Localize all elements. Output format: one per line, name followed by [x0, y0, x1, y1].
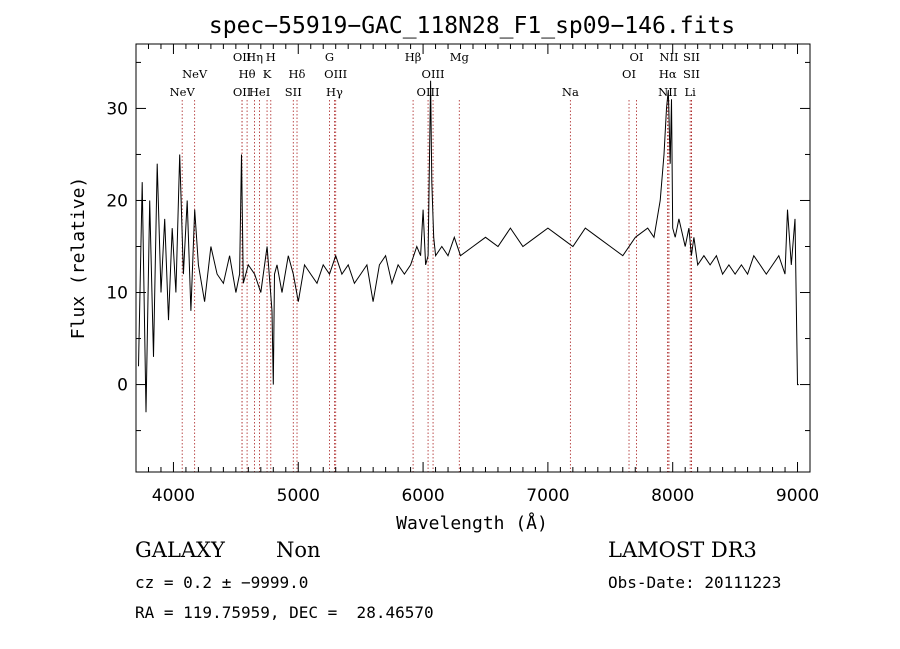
x-axis-label: Wavelength (Å)	[396, 512, 548, 534]
marker-label-4: Hη	[246, 50, 263, 64]
x-tick-label: 4000	[152, 486, 195, 506]
x-tick-label: 7000	[526, 486, 569, 506]
redshift-cz: cz = 0.2 ± −9999.0	[135, 573, 309, 592]
marker-label-26: Li	[685, 85, 697, 99]
marker-label-5: Hθ	[239, 67, 256, 81]
marker-label-0: NeV	[170, 85, 196, 99]
marker-label-9: Hδ	[289, 67, 306, 81]
marker-label-11: G	[325, 50, 334, 64]
marker-label-19: OI	[630, 50, 644, 64]
y-tick-label: 10	[106, 284, 128, 304]
x-axis-ticks: 4000 5000 6000 7000 8000 9000	[147, 44, 819, 506]
y-tick-label: 0	[117, 376, 128, 396]
spectrum-plot	[138, 80, 799, 413]
marker-label-15: OIII	[422, 67, 445, 81]
y-axis-label: Flux (relative)	[68, 177, 89, 340]
marker-label-16: OIII	[417, 85, 440, 99]
marker-label-6: HeI	[249, 85, 270, 99]
marker-label-21: NII	[659, 50, 678, 64]
marker-label-18: Na	[562, 85, 579, 99]
plot-frame	[135, 43, 811, 473]
obs-date: Obs-Date: 20111223	[608, 573, 782, 592]
object-subclass: Non	[276, 538, 321, 562]
marker-label-20: OI	[622, 67, 636, 81]
x-tick-label: 6000	[401, 486, 444, 506]
marker-label-1: NeV	[182, 67, 208, 81]
marker-label-2: OII	[233, 50, 252, 64]
x-tick-label: 5000	[277, 486, 320, 506]
x-tick-label: 8000	[651, 486, 694, 506]
object-class: GALAXY	[135, 538, 225, 562]
marker-label-8: K	[263, 67, 272, 81]
marker-label-13: Hγ	[326, 85, 343, 99]
survey-release: LAMOST DR3	[608, 538, 757, 562]
chart-title: spec−55919−GAC_118N28_F1_sp09−146.fits	[209, 13, 735, 39]
y-axis-ticks: 0 10 20 30	[106, 61, 810, 432]
marker-label-14: Hβ	[405, 50, 422, 64]
marker-label-22: Hα	[659, 67, 677, 81]
marker-label-10: SII	[285, 85, 302, 99]
ra-dec: RA = 119.75959, DEC = 28.46570	[135, 603, 434, 622]
marker-label-7: H	[266, 50, 276, 64]
marker-label-3: OII	[233, 85, 252, 99]
marker-label-25: SII	[683, 67, 700, 81]
marker-label-24: SII	[683, 50, 700, 64]
x-tick-label: 9000	[776, 486, 819, 506]
y-tick-label: 20	[106, 191, 128, 211]
y-tick-label: 30	[106, 99, 128, 119]
marker-label-17: Mg	[450, 50, 470, 64]
marker-label-12: OIII	[324, 67, 347, 81]
spectrum-series-0	[138, 80, 799, 413]
